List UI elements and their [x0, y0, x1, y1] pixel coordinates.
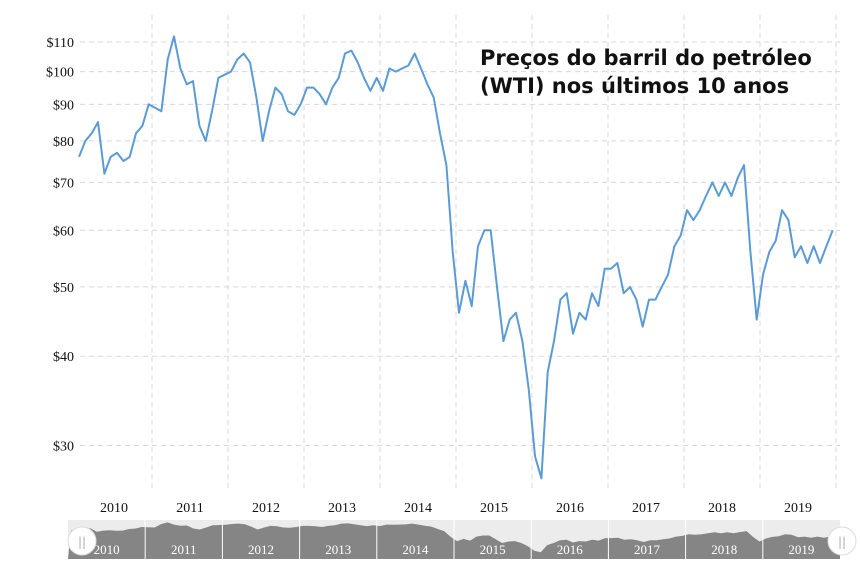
navigator-label: 2011 [171, 542, 197, 557]
handle-circle [827, 526, 857, 556]
x-tick-label: 2010 [100, 501, 128, 516]
navigator-label: 2010 [94, 542, 120, 557]
handle-circle [67, 526, 97, 556]
grip-icon: || [78, 535, 86, 549]
navigator-label: 2017 [634, 542, 661, 557]
y-tick-label: $30 [53, 440, 74, 455]
navigator-label: 2015 [480, 542, 506, 557]
navigator-label: 2013 [325, 542, 351, 557]
navigator-right-handle[interactable]: || [827, 526, 857, 556]
y-tick-label: $70 [53, 176, 74, 191]
y-axis: $30 $40 $50 $60 $70 $80 $90 $100 $110 [46, 36, 74, 455]
chart-title: Preços do barril do petróleo (WTI) nos ú… [480, 44, 812, 100]
y-tick-label: $100 [46, 66, 74, 81]
x-axis: 2010 2011 2012 2013 2014 2015 2016 2017 2018 2019 [100, 501, 812, 516]
navigator-label: 2016 [557, 542, 584, 557]
y-tick-label: $40 [53, 350, 74, 365]
x-tick-label: 2011 [176, 501, 203, 516]
navigator-label: 2018 [711, 542, 737, 557]
x-tick-label: 2019 [784, 501, 812, 516]
x-tick-label: 2016 [556, 501, 584, 516]
chart-title-line-2: (WTI) nos últimos 10 anos [480, 74, 790, 98]
navigator-label: 2019 [788, 542, 814, 557]
x-tick-label: 2017 [632, 501, 660, 516]
navigator[interactable]: 2010 2011 2012 2013 2014 2015 2016 2017 2018 2019… [67, 520, 857, 559]
navigator-label: 2014 [402, 542, 429, 557]
y-tick-label: $90 [53, 98, 74, 113]
x-tick-label: 2018 [708, 501, 736, 516]
x-tick-label: 2012 [252, 501, 280, 516]
y-tick-label: $60 [53, 224, 74, 239]
x-tick-label: 2013 [328, 501, 356, 516]
y-tick-label: $50 [53, 281, 74, 296]
wti-price-line [78, 35, 834, 480]
x-tick-label: 2015 [480, 501, 508, 516]
chart-title-line-1: Preços do barril do petróleo [480, 46, 812, 70]
x-tick-label: 2014 [404, 501, 432, 516]
grip-icon: || [838, 535, 846, 549]
navigator-left-handle[interactable]: || [67, 526, 97, 556]
y-tick-label: $80 [53, 135, 74, 150]
navigator-label: 2012 [248, 542, 274, 557]
y-tick-label: $110 [47, 36, 74, 51]
